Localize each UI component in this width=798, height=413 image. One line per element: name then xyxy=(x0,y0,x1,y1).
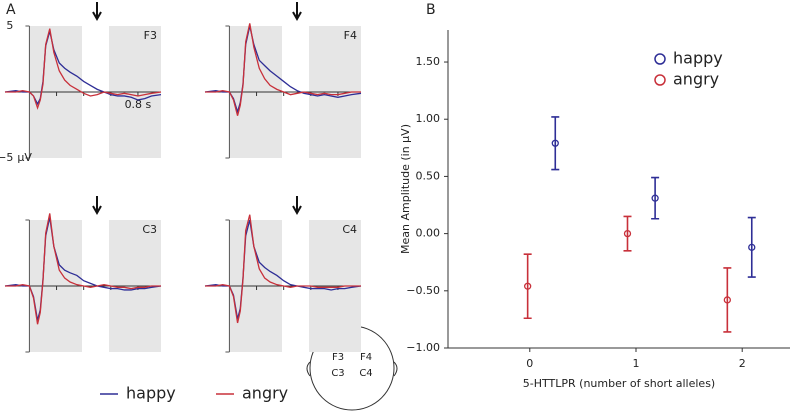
x-tick-label: 1 xyxy=(632,357,639,370)
electrode-label: C4 xyxy=(359,368,372,379)
point xyxy=(651,194,659,202)
error-bar xyxy=(523,253,532,320)
subplot-title: C3 xyxy=(142,223,157,236)
stimulus-arrow xyxy=(92,2,102,22)
legend-marker xyxy=(654,74,666,86)
waveform xyxy=(205,23,361,116)
y-tick-label: −0.50 xyxy=(406,284,440,297)
waveform xyxy=(205,214,361,324)
y-axis-label: µV xyxy=(17,151,32,164)
point xyxy=(524,282,532,290)
subplot-title: F4 xyxy=(344,29,357,42)
stimulus-arrow xyxy=(292,196,302,216)
y-tick-label: 1.50 xyxy=(416,55,441,68)
legend-label: angry xyxy=(673,70,719,89)
y-tick-label: 0.50 xyxy=(416,169,441,182)
error-bar xyxy=(623,215,632,252)
y-axis-label: Mean Amplitude (in µV) xyxy=(399,124,412,254)
point xyxy=(551,139,559,147)
x-tick-label: 0 xyxy=(526,357,533,370)
waveform xyxy=(5,28,162,110)
electrode-label: C3 xyxy=(331,368,344,379)
y-tick-label: 1.00 xyxy=(416,112,441,125)
error-bar xyxy=(651,176,660,220)
point xyxy=(748,243,756,251)
point xyxy=(623,229,632,238)
y-tick-label: −1.00 xyxy=(406,341,440,354)
stimulus-arrow xyxy=(92,196,102,216)
error-bar xyxy=(723,267,732,333)
subplot-title: C4 xyxy=(342,223,357,236)
error-bar xyxy=(551,116,560,171)
legend-label: angry xyxy=(242,384,288,403)
x-tick-label: 2 xyxy=(739,357,746,370)
x-axis-label: 5-HTTLPR (number of short alleles) xyxy=(523,377,715,390)
electrode-label: F3 xyxy=(332,352,344,363)
y-tick-label: −5 xyxy=(0,151,13,164)
point xyxy=(723,296,731,304)
error-bar xyxy=(747,216,756,278)
subplot-title: F3 xyxy=(144,29,157,42)
y-tick-label: 5 xyxy=(6,19,13,32)
legend-label: happy xyxy=(673,49,723,68)
panel-label: A xyxy=(6,2,16,18)
y-tick-label: 0.00 xyxy=(416,227,441,240)
stimulus-arrow xyxy=(292,2,302,22)
x-tick-label: 0.8 s xyxy=(125,98,152,111)
panel-label: B xyxy=(426,2,436,18)
legend-label: happy xyxy=(126,384,176,403)
waveform xyxy=(5,213,161,325)
legend-marker xyxy=(654,53,666,65)
electrode-label: F4 xyxy=(360,352,372,363)
